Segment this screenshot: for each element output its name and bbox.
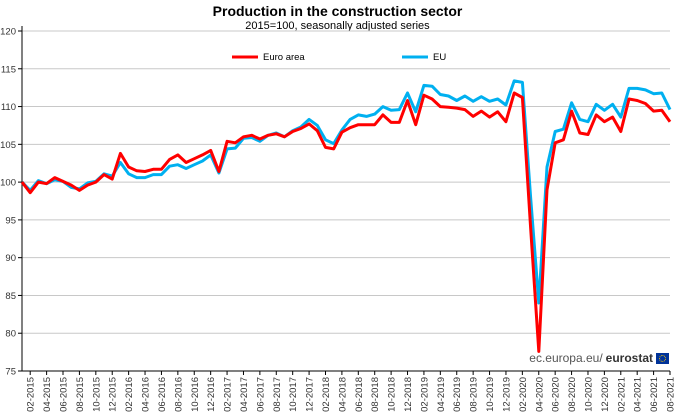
- legend-label: Euro area: [263, 52, 305, 63]
- x-tick-label: 06-2018: [354, 377, 365, 412]
- x-tick-label: 08-2018: [370, 377, 381, 412]
- x-tick-label: 12-2015: [108, 377, 119, 412]
- y-tick-label: 115: [1, 64, 16, 75]
- x-tick-label: 04-2016: [141, 377, 152, 412]
- x-tick-label: 12-2019: [501, 377, 512, 412]
- eu-flag-icon: [656, 352, 669, 364]
- x-tick-label: 08-2016: [173, 377, 184, 412]
- x-tick-label: 08-2021: [666, 377, 675, 412]
- x-tick-label: 02-2016: [124, 377, 135, 412]
- x-tick-label: 04-2015: [42, 377, 53, 412]
- y-tick-label: 80: [5, 329, 16, 340]
- x-tick-label: 06-2021: [649, 377, 660, 412]
- x-tick-label: 10-2015: [91, 377, 102, 412]
- x-tick-label: 08-2020: [567, 377, 578, 412]
- eurostat-logo: ec.europa.eu/eurostat: [529, 351, 669, 365]
- x-tick-label: 02-2018: [321, 377, 332, 412]
- y-tick-label: 100: [0, 178, 16, 189]
- x-tick-label: 12-2020: [600, 377, 611, 412]
- x-tick-label: 02-2019: [419, 377, 430, 412]
- x-tick-label: 06-2016: [157, 377, 168, 412]
- chart-subtitle: 2015=100, seasonally adjusted series: [245, 20, 430, 32]
- x-tick-label: 02-2020: [518, 377, 529, 412]
- x-tick-label: 04-2021: [633, 377, 644, 412]
- y-tick-label: 105: [0, 140, 16, 151]
- brand-name: eurostat: [605, 351, 653, 365]
- x-tick-label: 12-2017: [305, 377, 316, 412]
- x-tick-label: 10-2016: [190, 377, 201, 412]
- x-tick-label: 10-2018: [387, 377, 398, 412]
- x-tick-label: 02-2021: [616, 377, 627, 412]
- series-line-eu: [20, 79, 672, 305]
- chart-title: Production in the construction sector: [212, 3, 463, 19]
- x-tick-label: 06-2020: [551, 377, 562, 412]
- x-tick-label: 04-2018: [337, 377, 348, 412]
- x-tick-label: 08-2017: [272, 377, 283, 412]
- x-tick-label: 10-2019: [485, 377, 496, 412]
- y-tick-label: 120: [0, 27, 16, 38]
- x-tick-label: 06-2015: [59, 377, 70, 412]
- x-tick-label: 04-2019: [436, 377, 447, 412]
- series-line-euro-area: [20, 91, 672, 353]
- x-tick-label: 12-2016: [206, 377, 217, 412]
- x-tick-label: 02-2015: [26, 377, 37, 412]
- x-tick-label: 08-2019: [469, 377, 480, 412]
- x-tick-label: 08-2015: [75, 377, 86, 412]
- y-tick-label: 90: [5, 253, 16, 264]
- x-tick-label: 02-2017: [223, 377, 234, 412]
- x-tick-label: 06-2017: [255, 377, 266, 412]
- x-tick-label: 04-2020: [534, 377, 545, 412]
- y-tick-label: 95: [5, 215, 16, 226]
- x-tick-label: 06-2019: [452, 377, 463, 412]
- x-tick-label: 10-2020: [583, 377, 594, 412]
- y-tick-label: 75: [5, 367, 16, 378]
- x-tick-label: 04-2017: [239, 377, 250, 412]
- brand-site: ec.europa.eu/: [529, 351, 603, 365]
- y-tick-label: 85: [5, 291, 16, 302]
- x-tick-label: 10-2017: [288, 377, 299, 412]
- legend-label: EU: [433, 52, 446, 63]
- x-tick-label: 12-2018: [403, 377, 414, 412]
- y-tick-label: 110: [1, 102, 16, 113]
